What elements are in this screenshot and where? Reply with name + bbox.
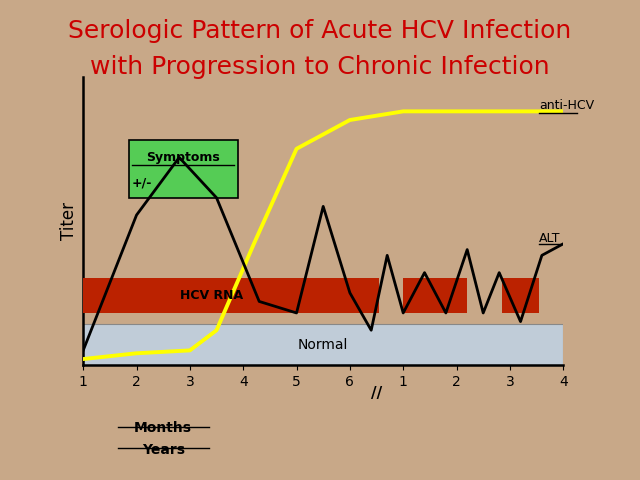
Bar — [83, 324, 563, 365]
Bar — [129, 140, 238, 198]
Text: Serologic Pattern of Acute HCV Infection: Serologic Pattern of Acute HCV Infection — [68, 19, 572, 43]
Bar — [83, 278, 379, 313]
Text: with Progression to Chronic Infection: with Progression to Chronic Infection — [90, 55, 550, 79]
Text: Months: Months — [134, 421, 192, 435]
Text: +/-: +/- — [132, 177, 152, 190]
Text: Symptoms: Symptoms — [146, 151, 220, 164]
Bar — [502, 278, 539, 313]
Text: HCV RNA: HCV RNA — [180, 289, 243, 302]
Text: anti-HCV: anti-HCV — [540, 99, 595, 112]
Text: Years: Years — [141, 443, 185, 456]
Bar — [403, 278, 467, 313]
Text: ALT: ALT — [540, 231, 561, 245]
Text: Normal: Normal — [298, 337, 348, 352]
Y-axis label: Titer: Titer — [60, 202, 77, 240]
Text: //: // — [371, 386, 382, 401]
